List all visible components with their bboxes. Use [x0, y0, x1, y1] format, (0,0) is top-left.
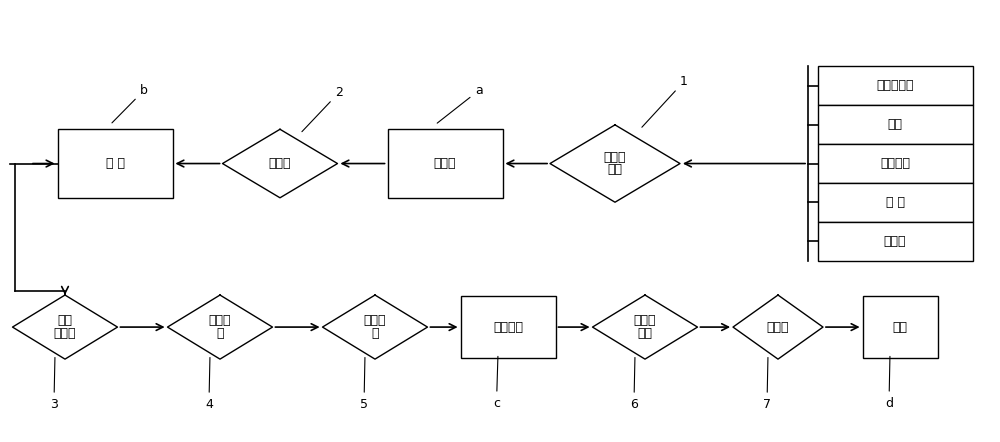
Polygon shape — [550, 125, 680, 202]
Text: 2: 2 — [302, 86, 343, 132]
Text: 板材模: 板材模 — [209, 314, 231, 328]
Text: 裁切机: 裁切机 — [767, 320, 789, 334]
Text: 混合料: 混合料 — [434, 157, 456, 170]
Text: 高速混: 高速混 — [604, 151, 626, 164]
Text: 具: 具 — [216, 327, 224, 340]
Text: 造粒机: 造粒机 — [269, 157, 291, 170]
Text: d: d — [885, 356, 893, 410]
Polygon shape — [322, 295, 428, 359]
Text: 合机: 合机 — [608, 163, 622, 176]
Polygon shape — [733, 295, 823, 359]
Bar — [818, 105, 972, 144]
Bar — [58, 129, 173, 198]
Text: 热塑性塑料: 热塑性塑料 — [876, 79, 914, 92]
Text: b: b — [112, 84, 148, 123]
Text: c: c — [493, 356, 500, 410]
Text: 填充料: 填充料 — [884, 235, 906, 248]
Text: 引机: 引机 — [638, 327, 652, 340]
Text: 挤出机: 挤出机 — [54, 327, 76, 340]
Text: 5: 5 — [360, 358, 368, 411]
Text: 3: 3 — [50, 358, 58, 411]
Text: 板材: 板材 — [58, 314, 72, 328]
Text: 7: 7 — [763, 358, 771, 411]
Bar — [818, 66, 972, 105]
Polygon shape — [223, 129, 338, 198]
Bar — [460, 296, 556, 358]
Text: a: a — [437, 84, 483, 123]
Text: 导热材料: 导热材料 — [880, 157, 910, 170]
Polygon shape — [592, 295, 698, 359]
Text: 压力装: 压力装 — [364, 314, 386, 328]
Bar — [388, 129, 503, 198]
Text: 1: 1 — [642, 75, 688, 127]
Text: 颗 粒: 颗 粒 — [106, 157, 124, 170]
Text: 置: 置 — [371, 327, 379, 340]
Bar — [818, 144, 972, 183]
Text: 制品板胚: 制品板胚 — [493, 320, 523, 334]
Text: 制品: 制品 — [893, 320, 908, 334]
Polygon shape — [13, 295, 118, 359]
Text: 4: 4 — [205, 358, 213, 411]
Bar — [818, 222, 972, 261]
Text: 6: 6 — [630, 358, 638, 411]
Bar — [818, 183, 972, 222]
Bar — [862, 296, 938, 358]
Text: 助 剂: 助 剂 — [886, 196, 904, 209]
Text: 木粉: 木粉 — [888, 118, 902, 131]
Text: 板材瑁: 板材瑁 — [634, 314, 656, 328]
Polygon shape — [168, 295, 272, 359]
